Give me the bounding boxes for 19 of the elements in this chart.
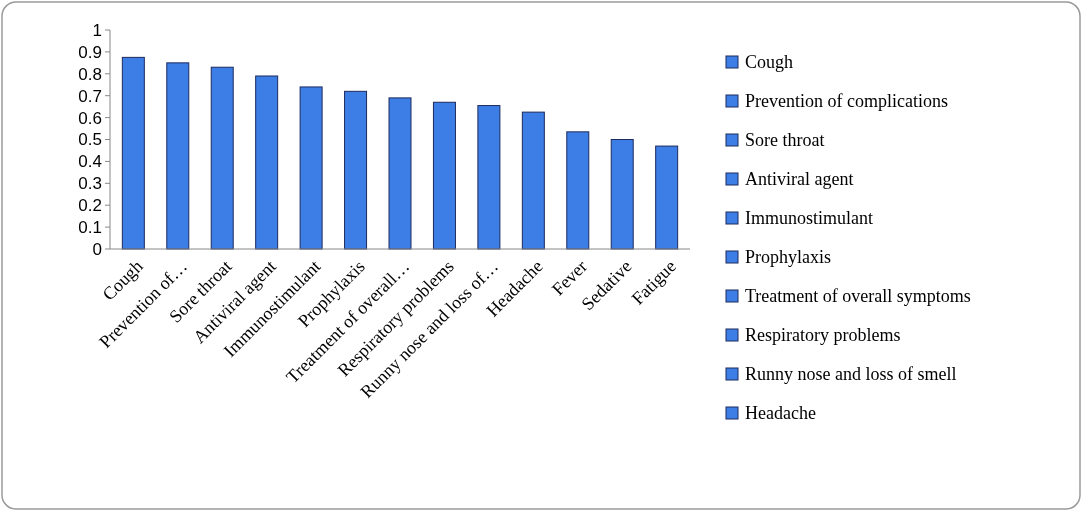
- legend-label: Immunostimulant: [745, 208, 873, 229]
- y-tick-label: 0.6: [78, 108, 102, 128]
- y-tick-label: 0.1: [78, 218, 102, 238]
- y-tick-label: 0.9: [78, 42, 102, 62]
- legend-label: Cough: [745, 52, 794, 73]
- legend-label: Treatment of overall symptoms: [745, 286, 971, 307]
- y-tick-label: 0: [92, 239, 102, 259]
- y-tick-label: 0.5: [78, 130, 102, 150]
- legend-label: Sore throat: [745, 130, 825, 151]
- y-tick-label: 1: [92, 20, 102, 40]
- y-tick-label: 0.3: [78, 174, 102, 194]
- legend-label: Prevention of complications: [745, 91, 948, 112]
- y-tick-label: 0.2: [78, 196, 102, 216]
- y-tick-label: 0.4: [78, 152, 102, 172]
- legend-label: Antiviral agent: [745, 169, 854, 190]
- y-tick-label: 0.7: [78, 86, 102, 106]
- legend-label: Headache: [745, 403, 816, 424]
- y-tick-label: 0.8: [78, 64, 102, 84]
- legend-label: Runny nose and loss of smell: [745, 364, 957, 385]
